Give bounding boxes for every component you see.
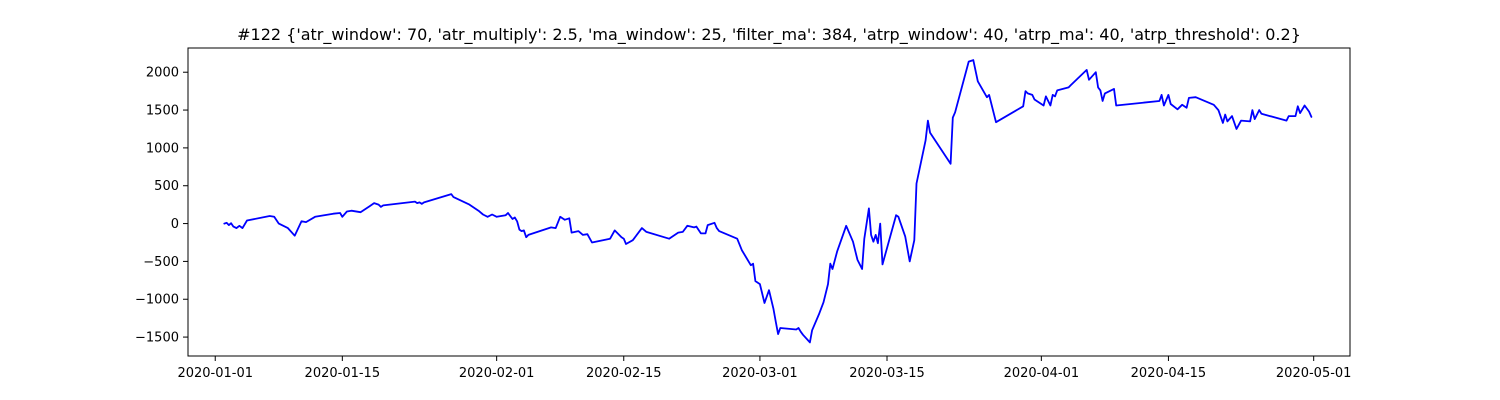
y-tick-label: 1500 bbox=[146, 104, 179, 119]
x-tick-label: 2020-04-01 bbox=[1004, 366, 1080, 381]
x-tick-label: 2020-05-01 bbox=[1276, 366, 1352, 381]
y-tick-label: 0 bbox=[171, 217, 179, 232]
y-tick-label: 500 bbox=[154, 179, 179, 194]
y-tick-label: −1000 bbox=[135, 293, 179, 308]
y-tick-label: 1000 bbox=[146, 141, 179, 156]
y-tick-label: −1500 bbox=[135, 331, 179, 346]
x-axis: 2020-01-01 2020-01-15 2020-02-01 2020-02-15… bbox=[177, 356, 1351, 381]
x-tick-label: 2020-03-15 bbox=[849, 366, 925, 381]
y-tick-label: −500 bbox=[143, 255, 179, 270]
series-line bbox=[223, 59, 1313, 344]
chart-title: #122 {'atr_window': 70, 'atr_multiply': … bbox=[237, 25, 1301, 45]
x-tick-label: 2020-02-15 bbox=[586, 366, 662, 381]
plot-area bbox=[223, 59, 1313, 344]
y-tick-label: 2000 bbox=[146, 66, 179, 81]
x-tick-label: 2020-03-01 bbox=[722, 366, 798, 381]
y-axis: −1500 −1000 −500 0 500 1000 1500 2000 bbox=[135, 66, 188, 346]
plot-frame bbox=[187, 47, 1351, 357]
x-tick-label: 2020-02-01 bbox=[459, 366, 535, 381]
x-tick-label: 2020-01-01 bbox=[177, 366, 253, 381]
x-tick-label: 2020-01-15 bbox=[305, 366, 381, 381]
x-tick-label: 2020-04-15 bbox=[1131, 366, 1207, 381]
